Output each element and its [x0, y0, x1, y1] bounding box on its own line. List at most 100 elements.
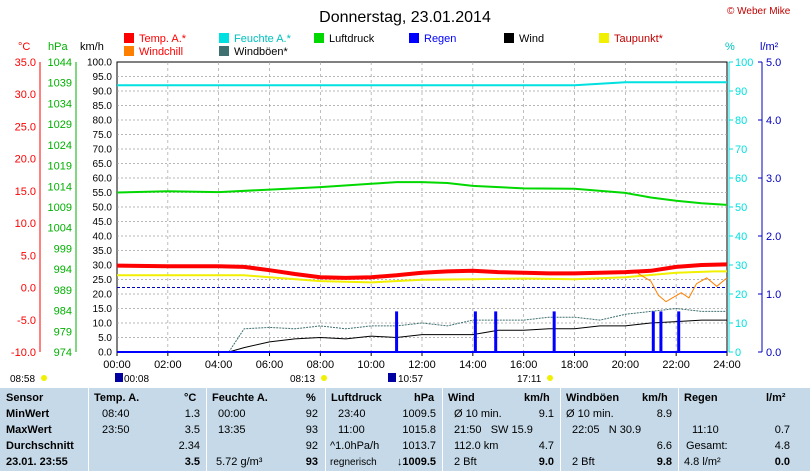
pressure-tick-label: 1009	[48, 202, 72, 214]
pressure-tick-label: 994	[54, 264, 72, 276]
pressure-header: Luftdruck	[331, 392, 382, 404]
rain-total-value: 4.8	[774, 440, 790, 452]
wind-current-value: 9.0	[538, 456, 554, 468]
legend-label-pressure: Luftdruck	[329, 33, 375, 45]
temp-min-value: 1.3	[184, 408, 200, 420]
humidity-tick-label: 100	[735, 57, 753, 69]
wind-tick-label: 60.0	[93, 174, 113, 185]
wind-tick-label: 0.0	[98, 348, 112, 359]
marker-2-dot	[321, 375, 327, 381]
wind-tick-label: 85.0	[93, 101, 113, 112]
legend-swatch-wind	[504, 33, 514, 43]
wind-tick-label: 25.0	[93, 275, 113, 286]
temp-tick-label: 20.0	[15, 154, 36, 166]
sensor-row-current: 23.01. 23:55	[6, 456, 68, 468]
marker-2: 08:13	[290, 374, 315, 385]
humidity-tick-label: 40	[735, 231, 747, 243]
wind-max: 21:50 SW 15.9	[454, 424, 533, 436]
wind-tick-label: 5.0	[98, 333, 112, 344]
legend-label-humidity: Feuchte A.*	[234, 33, 292, 45]
humidity-abs: 5.72 g/m³	[216, 456, 263, 468]
gust-line	[228, 307, 727, 353]
rain-tick-label: 1.0	[766, 289, 781, 301]
chart-title: Donnerstag, 23.01.2014	[319, 9, 491, 26]
legend-swatch-windchill	[124, 46, 134, 56]
pressure-min-value: 1009.5	[402, 408, 436, 420]
pressure-max-value: 1015.8	[402, 424, 436, 436]
legend-swatch-humidity	[219, 33, 229, 43]
humidity-tick-label: 0	[735, 347, 741, 359]
humidity-tick-label: 60	[735, 173, 747, 185]
temp-unit: °C	[184, 392, 197, 404]
humidity-tick-label: 50	[735, 202, 747, 214]
time-tick-label: 12:00	[408, 359, 436, 371]
legend-swatch-temp	[124, 33, 134, 43]
rain-header: Regen	[684, 392, 718, 404]
marker-1-icon	[115, 373, 123, 382]
pressure-tick-label: 974	[54, 347, 72, 359]
sensor-header: Sensor	[6, 392, 44, 404]
legend-label-wind: Wind	[519, 33, 544, 45]
sensor-row-min: MinWert	[6, 408, 50, 420]
pressure-tick-label: 1024	[48, 140, 72, 152]
time-tick-label: 18:00	[561, 359, 589, 371]
pressure-tick-label: 1014	[48, 181, 72, 193]
pressure-tick-label: 1004	[48, 223, 72, 235]
humidity-tick-label: 10	[735, 318, 747, 330]
time-tick-label: 02:00	[154, 359, 182, 371]
temp-avg-value: 2.34	[178, 440, 200, 452]
rain-unit-label: l/m²	[760, 41, 779, 53]
wind-tick-label: 100.0	[87, 58, 112, 69]
marker-3: 10:57	[398, 374, 423, 385]
pressure-max-time: 11:00	[338, 424, 365, 436]
pressure-tick-label: 989	[54, 285, 72, 297]
pressure-forecast: regnerisch	[330, 457, 377, 468]
humidity-tick-label: 70	[735, 144, 747, 156]
rain-tick-label: 4.0	[766, 115, 781, 127]
temperature-line	[116, 262, 728, 280]
humidity-tick-label: 90	[735, 86, 747, 98]
legend: Temp. A.* Feuchte A.* Luftdruck Regen Wi…	[124, 33, 664, 58]
time-tick-label: 14:00	[459, 359, 487, 371]
temp-tick-label: 25.0	[15, 121, 36, 133]
wind-header: Wind	[448, 392, 475, 404]
wind-tick-label: 45.0	[93, 217, 113, 228]
pressure-tick-label: 1039	[48, 78, 72, 90]
wind-avg-label: Ø 10 min.	[454, 408, 502, 420]
legend-label-gust: Windböen*	[234, 46, 289, 58]
marker-1: 00:08	[124, 374, 149, 385]
time-tick-label: 08:00	[307, 359, 335, 371]
sensor-row-max: MaxWert	[6, 424, 52, 436]
pressure-min-time: 23:40	[338, 408, 366, 420]
rain-tick-label: 5.0	[766, 57, 781, 69]
summary-table: Sensor MinWert MaxWert Durchschnitt 23.0…	[0, 388, 810, 471]
marker-3-icon	[388, 373, 396, 382]
time-tick-label: 04:00	[205, 359, 233, 371]
time-tick-label: 10:00	[357, 359, 385, 371]
humidity-unit-label: %	[725, 41, 735, 53]
legend-swatch-rain	[409, 33, 419, 43]
rain-tick-label: 3.0	[766, 173, 781, 185]
wind-tick-label: 55.0	[93, 188, 113, 199]
pressure-tick-label: 979	[54, 326, 72, 338]
wind-tick-label: 35.0	[93, 246, 113, 257]
wind-tick-label: 80.0	[93, 116, 113, 127]
humidity-header: Feuchte A.	[212, 392, 268, 404]
humidity-avg-value: 92	[305, 440, 318, 452]
gust-current-value: 9.8	[656, 456, 672, 468]
marker-min-dot	[41, 375, 47, 381]
rain-max-value: 0.7	[774, 424, 790, 436]
legend-label-temp: Temp. A.*	[139, 33, 187, 45]
rain-today: 4.8 l/m²	[684, 456, 721, 468]
legend-swatch-dewpoint	[599, 33, 609, 43]
humidity-tick-label: 80	[735, 115, 747, 127]
wind-avg10-value: 9.1	[538, 408, 554, 420]
wind-line	[117, 319, 727, 353]
credit-text: © Weber Mike	[727, 6, 791, 17]
time-tick-label: 00:00	[103, 359, 131, 371]
plot-area	[116, 61, 728, 353]
windchill-line	[637, 272, 728, 303]
temp-max-time: 23:50	[102, 424, 130, 436]
rain-unit: l/m²	[766, 392, 786, 404]
humidity-line	[117, 81, 727, 87]
